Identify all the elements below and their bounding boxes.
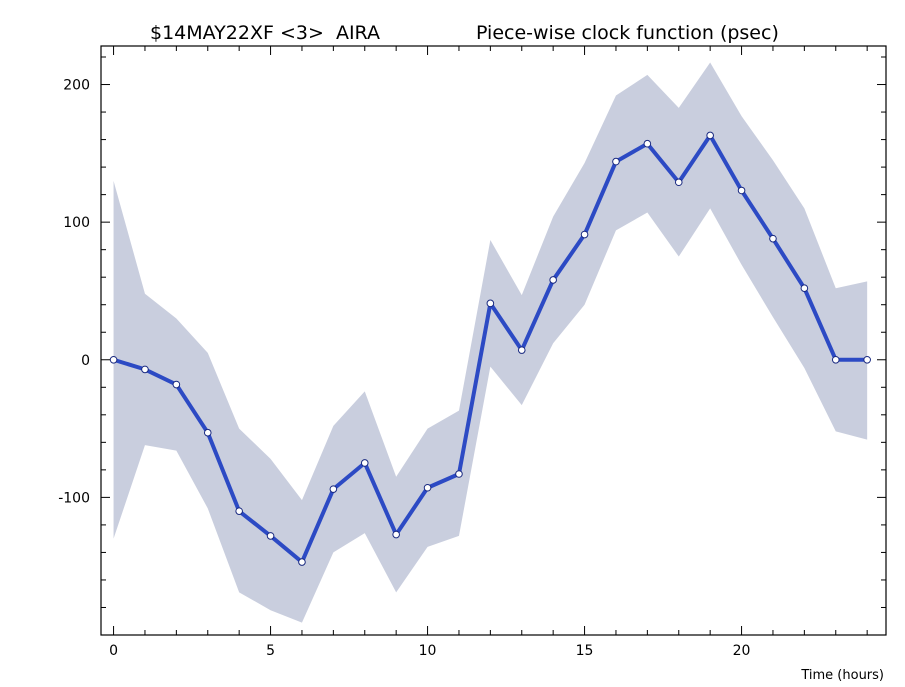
data-point [360,459,369,467]
data-point [172,380,181,389]
x-tick-label: 0 [109,643,118,659]
x-tick-label: 20 [733,643,751,659]
data-point [800,284,809,293]
data-point [549,276,557,284]
data-point [674,178,683,187]
y-tick-label: 0 [81,353,90,369]
data-point [831,355,840,364]
y-tick-labels: -100 0 100 200 [58,78,90,507]
chart-title-right: Piece-wise clock function (psec) [476,22,779,44]
data-point [612,157,620,166]
data-point [392,530,400,539]
chart-title-left: $14MAY22XF <3> AIRA [150,22,380,44]
data-point [109,355,118,364]
data-point [863,355,871,364]
data-point [141,365,149,374]
data-point [235,507,243,515]
data-point [298,558,306,566]
uncertainty-band [113,62,868,623]
data-point-layer [109,131,871,566]
data-point [580,230,589,239]
x-tick-label: 15 [576,643,594,659]
data-point [643,139,652,148]
data-point [769,234,777,243]
x-tick-label: 5 [266,643,275,659]
x-axis-title: Time (hours) [800,668,884,683]
x-tick-label: 10 [419,643,437,659]
data-point [266,532,275,540]
data-point [423,483,432,492]
data-point [517,346,526,354]
axis-ticks [101,46,886,636]
data-point [706,131,714,140]
y-tick-label: 200 [63,78,90,94]
data-point [203,428,212,437]
data-point [737,186,746,195]
y-tick-label: -100 [58,490,90,506]
band-polygon [113,62,868,623]
plot-frame [100,45,887,636]
data-point [455,470,463,478]
data-point [486,299,495,308]
y-tick-label: 100 [63,215,90,231]
x-tick-labels: 0 5 10 15 20 [109,643,750,659]
data-point [329,485,338,493]
